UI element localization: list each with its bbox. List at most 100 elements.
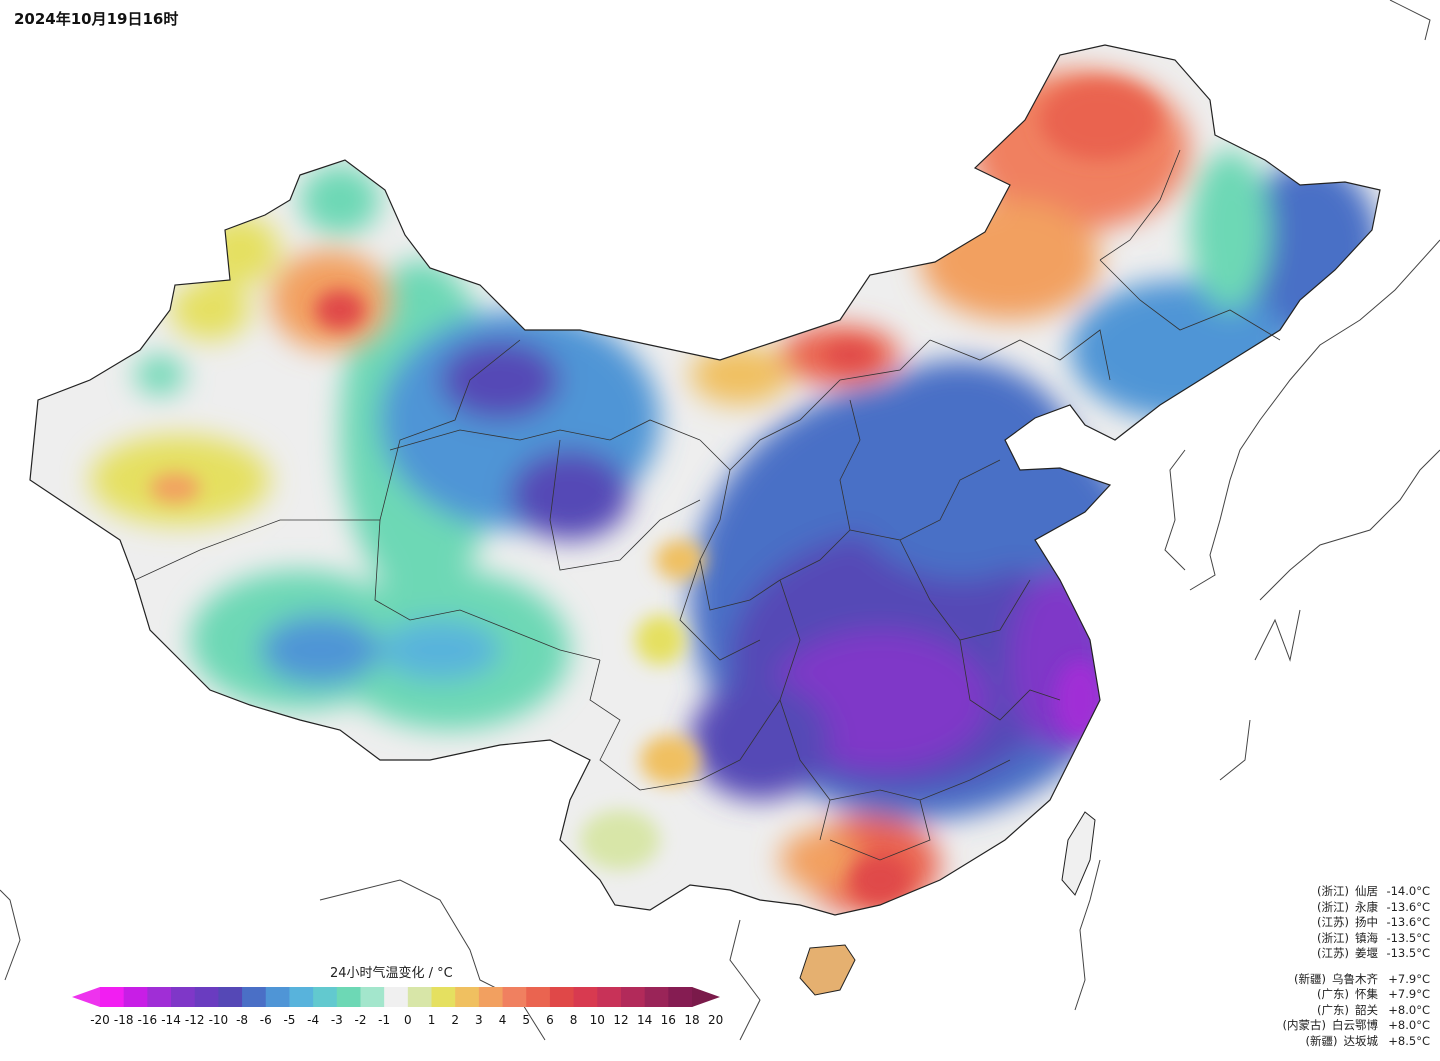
legend-swatch bbox=[573, 987, 598, 1007]
province-label: (浙江) bbox=[1317, 930, 1349, 945]
province-label: (新疆) bbox=[1294, 971, 1326, 986]
legend-arrow-max bbox=[692, 987, 720, 1007]
legend-swatch bbox=[123, 987, 148, 1007]
legend-swatch bbox=[313, 987, 338, 1007]
legend-tick-label: 6 bbox=[546, 1013, 554, 1027]
temperature-change-value: +8.0°C bbox=[1388, 1002, 1430, 1017]
warming-station-row: (广东) 怀集 +7.9°C bbox=[1200, 987, 1430, 1003]
temperature-change-value: +7.9°C bbox=[1388, 987, 1430, 1001]
warming-station-row: (内蒙古) 白云鄂博 +8.0°C bbox=[1200, 1018, 1430, 1034]
legend-tick-label: 5 bbox=[522, 1013, 531, 1027]
legend-swatch bbox=[336, 987, 361, 1007]
province-label: (江苏) bbox=[1317, 946, 1349, 960]
station-name: 仙居 bbox=[1355, 884, 1378, 898]
legend-swatch bbox=[360, 987, 385, 1007]
legend-tick-label: -3 bbox=[330, 1013, 343, 1027]
legend-tick-label: 4 bbox=[498, 1013, 507, 1027]
province-label: (浙江) bbox=[1317, 899, 1349, 914]
legend-tick-label: -14 bbox=[161, 1013, 181, 1027]
legend-tick-label: -4 bbox=[307, 1013, 320, 1027]
legend-tick-label: -5 bbox=[283, 1013, 296, 1027]
max-warming-list: (新疆) 乌鲁木齐 +7.9°C (广东) 怀集 +7.9°C (广东) 韶关 +8.0°C (内… bbox=[1200, 972, 1430, 1050]
map-title: 2024年10月19日16时 bbox=[14, 10, 179, 28]
taiwan-island bbox=[1061, 811, 1096, 896]
legend-swatch bbox=[384, 987, 409, 1007]
hainan-island bbox=[799, 944, 856, 996]
legend-swatch bbox=[171, 987, 196, 1007]
station-name: 扬中 bbox=[1355, 915, 1378, 929]
station-name: 白云鄂博 bbox=[1332, 1018, 1378, 1032]
legend-tick-label: 20 bbox=[708, 1013, 724, 1027]
legend-tick-label: -1 bbox=[378, 1013, 391, 1027]
province-label: (内蒙古) bbox=[1282, 1018, 1326, 1032]
legend-tick-label: 14 bbox=[636, 1013, 653, 1027]
legend-swatch bbox=[668, 987, 693, 1007]
legend-tick-label: -12 bbox=[184, 1013, 205, 1027]
legend-tick-label: 18 bbox=[684, 1013, 700, 1027]
temperature-change-value: -13.6°C bbox=[1386, 915, 1430, 929]
legend-tick-labels: -20 -18 -16 -14 -12 -10 -8 -6 -5 -4 -3 -2 -1 0 1 2 3 4 5 6 8… bbox=[0, 1013, 760, 1029]
legend-tick-label: 8 bbox=[569, 1013, 578, 1027]
legend-swatch bbox=[526, 987, 551, 1007]
province-label: (浙江) bbox=[1317, 884, 1349, 898]
province-label: (广东) bbox=[1317, 987, 1349, 1001]
china-border bbox=[29, 44, 1381, 916]
station-stats-panel: (浙江) 仙居 -14.0°C (浙江) 永康 -13.6°C (江苏) 扬中 -13.6°C(… bbox=[1200, 884, 1430, 1049]
legend-swatch bbox=[549, 987, 575, 1007]
station-name: 达坂城 bbox=[1343, 1033, 1379, 1048]
legend-tick-label: 16 bbox=[660, 1013, 676, 1027]
legend-swatch bbox=[147, 987, 172, 1007]
legend-swatch bbox=[218, 987, 243, 1007]
legend-swatch bbox=[502, 987, 527, 1007]
temperature-change-value: +8.0°C bbox=[1388, 1018, 1430, 1032]
province-label: (广东) bbox=[1317, 1002, 1349, 1017]
province-label: (新疆) bbox=[1305, 1033, 1338, 1048]
cooling-station-row: (浙江) 镇海 -13.5°C bbox=[1200, 931, 1430, 947]
province-label: (江苏) bbox=[1317, 915, 1349, 929]
legend-tick-label: -2 bbox=[354, 1013, 367, 1027]
temperature-change-value: -13.5°C bbox=[1386, 946, 1430, 960]
legend-swatch bbox=[100, 987, 125, 1007]
legend-swatch bbox=[265, 987, 290, 1007]
cooling-station-row: (江苏) 扬中 -13.6°C bbox=[1200, 915, 1430, 931]
legend-tick-label: 2 bbox=[451, 1013, 460, 1027]
legend-swatch bbox=[597, 987, 622, 1007]
max-cooling-list: (浙江) 仙居 -14.0°C (浙江) 永康 -13.6°C (江苏) 扬中 -13.6°C(… bbox=[1200, 884, 1430, 962]
legend-swatch bbox=[620, 987, 646, 1007]
legend-swatch bbox=[431, 987, 456, 1007]
legend-tick-label: 0 bbox=[404, 1013, 412, 1027]
temperature-change-value: -13.6°C bbox=[1386, 899, 1430, 914]
legend-tick-label: -6 bbox=[259, 1013, 272, 1027]
legend-tick-label: -16 bbox=[137, 1013, 158, 1027]
station-name: 姜堰 bbox=[1355, 946, 1378, 960]
legend-swatch bbox=[455, 987, 480, 1007]
station-name: 永康 bbox=[1355, 899, 1378, 914]
temperature-change-value: -14.0°C bbox=[1386, 884, 1430, 898]
legend-tick-label: -18 bbox=[113, 1013, 134, 1027]
legend-tick-label: -20 bbox=[90, 1013, 110, 1027]
station-name: 乌鲁木齐 bbox=[1332, 971, 1378, 986]
legend-swatch bbox=[644, 987, 669, 1007]
legend-tick-label: 3 bbox=[475, 1013, 483, 1027]
station-name: 怀集 bbox=[1355, 987, 1378, 1001]
temperature-change-value: +7.9°C bbox=[1388, 971, 1430, 986]
temperature-change-value: +8.5°C bbox=[1388, 1033, 1430, 1048]
legend-swatch bbox=[242, 987, 267, 1007]
legend-tick-label: -8 bbox=[236, 1013, 249, 1027]
legend-swatch bbox=[478, 987, 504, 1007]
warming-station-row: (新疆) 达坂城 +8.5°C bbox=[1200, 1034, 1430, 1050]
warming-station-row: (广东) 韶关 +8.0°C bbox=[1200, 1003, 1430, 1019]
cooling-station-row: (浙江) 仙居 -14.0°C bbox=[1200, 884, 1430, 900]
legend-tick-label: -10 bbox=[208, 1013, 229, 1027]
legend-title: 24小时气温变化 / °C bbox=[330, 966, 453, 981]
legend-swatch bbox=[289, 987, 314, 1007]
station-name: 镇海 bbox=[1355, 930, 1378, 945]
legend-tick-label: 10 bbox=[589, 1013, 605, 1027]
temperature-change-value: -13.5°C bbox=[1386, 930, 1430, 945]
station-name: 韶关 bbox=[1355, 1002, 1378, 1017]
cooling-station-row: (浙江) 永康 -13.6°C bbox=[1200, 900, 1430, 916]
cooling-station-row: (江苏) 姜堰 -13.5°C bbox=[1200, 946, 1430, 962]
legend-tick-label: 1 bbox=[427, 1013, 436, 1027]
